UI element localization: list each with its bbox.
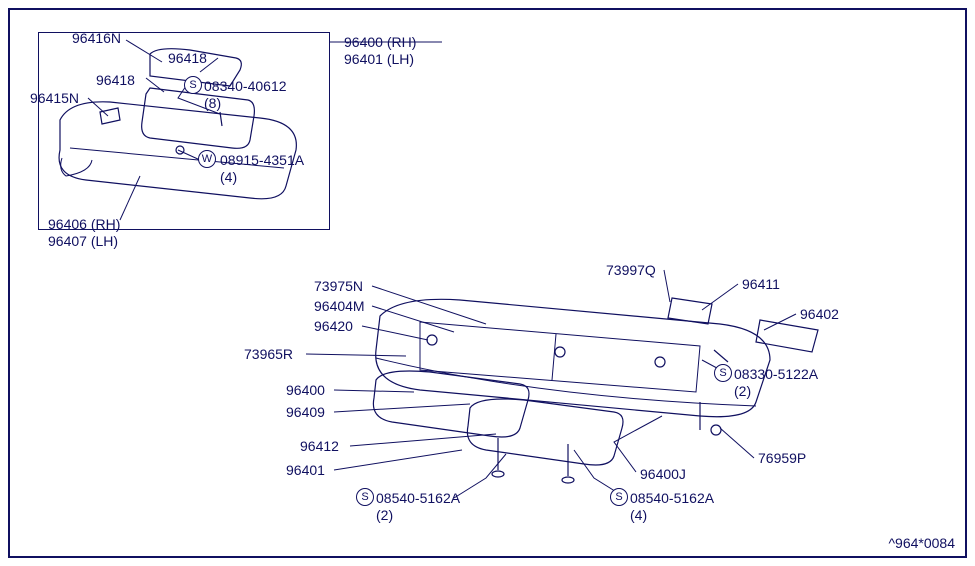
symbol-s-2: S bbox=[714, 364, 732, 382]
bolt-head-1 bbox=[492, 471, 504, 477]
label-96400: 96400 bbox=[286, 382, 325, 399]
visor-right bbox=[467, 399, 623, 465]
label-96406-96407: 96406 (RH) 96407 (LH) bbox=[48, 216, 120, 250]
screw-4 bbox=[714, 350, 728, 362]
label-96400-96401-rh-lh: 96400 (RH) 96401 (LH) bbox=[344, 34, 416, 68]
cover-right bbox=[756, 320, 818, 352]
label-08340: 08340-40612 (8) bbox=[204, 78, 287, 112]
symbol-w-1: W bbox=[198, 150, 216, 168]
label-08540-a: 08540-5162A (2) bbox=[376, 490, 460, 524]
label-96404M: 96404M bbox=[314, 298, 365, 315]
inset-wire bbox=[61, 158, 92, 176]
inset-clip bbox=[100, 108, 120, 124]
label-73975N: 73975N bbox=[314, 278, 363, 295]
label-96400J: 96400J bbox=[640, 466, 686, 483]
label-08915: 08915-4351A (4) bbox=[220, 152, 304, 186]
hole-1 bbox=[427, 335, 437, 345]
label-96401: 96401 bbox=[286, 462, 325, 479]
label-96411: 96411 bbox=[742, 276, 780, 293]
symbol-s-3: S bbox=[356, 488, 374, 506]
label-96415N: 96415N bbox=[30, 90, 79, 107]
footer-code: ^964*0084 bbox=[888, 535, 955, 552]
label-96418-b: 96418 bbox=[96, 72, 135, 89]
label-96412: 96412 bbox=[300, 438, 339, 455]
visor-left bbox=[373, 371, 529, 437]
console-top bbox=[376, 299, 770, 416]
symbol-s-4: S bbox=[610, 488, 628, 506]
bolt-head-2 bbox=[562, 477, 574, 483]
label-96420: 96420 bbox=[314, 318, 353, 335]
inset-washer bbox=[176, 146, 184, 154]
label-96402: 96402 bbox=[800, 306, 839, 323]
symbol-s-1: S bbox=[184, 76, 202, 94]
label-96409: 96409 bbox=[286, 404, 325, 421]
hole-2 bbox=[655, 357, 665, 367]
hole-3 bbox=[555, 347, 565, 357]
label-96416N: 96416N bbox=[72, 30, 121, 47]
grommet bbox=[711, 425, 721, 435]
label-08540-b: 08540-5162A (4) bbox=[630, 490, 714, 524]
label-73965R: 73965R bbox=[244, 346, 293, 363]
label-73997Q: 73997Q bbox=[606, 262, 656, 279]
label-96418-a: 96418 bbox=[168, 50, 207, 67]
label-76959P: 76959P bbox=[758, 450, 806, 467]
panel-split bbox=[552, 334, 556, 380]
diagram-svg bbox=[0, 0, 975, 566]
label-08330: 08330-5122A (2) bbox=[734, 366, 818, 400]
